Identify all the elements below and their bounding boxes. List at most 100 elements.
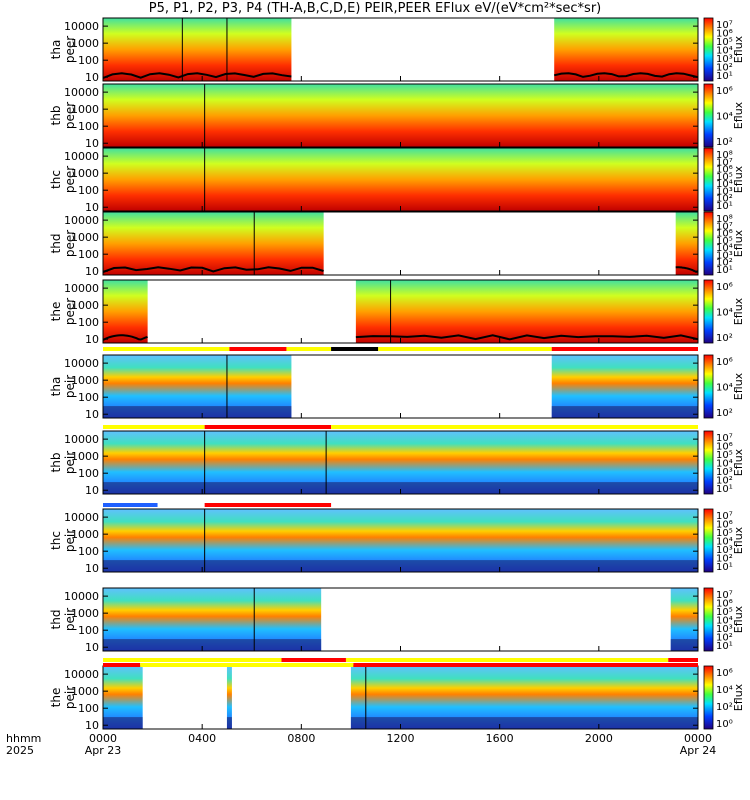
colorbar-tick-label: 10¹ [716,641,733,652]
y-tick-label: 10 [85,484,99,497]
y-tick-label: 10000 [64,86,99,99]
colorbar-label: Eflux [732,526,745,554]
colorbar-tick-label: 10⁵ [716,528,733,539]
colorbar-label: Eflux [732,35,745,63]
x-date-label: Apr 24 [680,744,717,757]
data-segment [226,666,232,729]
x-row-label: 2025 [6,744,34,757]
y-axis-label: thc [49,170,63,189]
y-tick-label: 10000 [64,668,99,681]
colorbar [703,430,714,495]
colorbar [703,665,714,730]
plot-title: P5, P1, P2, P3, P4 (TH-A,B,C,D,E) PEIR,P… [148,1,602,16]
y-tick-label: 100 [78,391,99,404]
y-axis-label: peer [63,102,77,129]
y-axis-label: thb [49,453,63,473]
mode-bar-segment [378,347,552,351]
colorbar-label: Eflux [732,297,745,325]
colorbar [703,587,714,652]
mode-bar-segment [331,347,379,351]
colorbar-tick-label: 10⁴ [716,46,733,57]
y-tick-label: 1000 [71,450,99,463]
y-tick-label: 1000 [71,607,99,620]
colorbar-tick-label: 10⁴ [716,308,733,319]
data-segment [355,280,698,343]
colorbar-tick-label: 10⁴ [716,243,733,254]
mode-bar-segment [204,503,332,507]
mode-bar-segment [103,425,205,429]
colorbar-tick-label: 10⁴ [716,383,733,394]
x-row-label: hhmm [6,732,41,745]
y-axis-label: peir [63,608,77,631]
low-energy-band [103,406,292,418]
low-energy-band [103,717,143,729]
colorbar-tick-label: 10² [716,137,733,148]
colorbar-label: Eflux [732,229,745,257]
y-tick-label: 10000 [64,357,99,370]
mode-bar-segment [103,347,230,351]
y-tick-label: 10 [85,333,99,346]
y-tick-label: 1000 [71,299,99,312]
mode-bar-segment [668,658,698,662]
y-tick-label: 100 [78,545,99,558]
y-tick-label: 100 [78,248,99,261]
colorbar-tick-label: 10⁴ [716,112,733,123]
y-axis-label: peir [63,451,77,474]
colorbar-tick-label: 10⁶ [716,29,733,40]
x-tick-label: 2000 [585,732,613,745]
colorbar-tick-label: 10² [716,408,733,419]
colorbar [703,17,714,82]
colorbar-tick-label: 10⁷ [716,590,733,601]
low-energy-band [103,639,322,651]
colorbar-tick-label: 10⁴ [716,179,733,190]
colorbar [703,279,714,344]
y-axis-label: peer [63,230,77,257]
x-tick-label: 1200 [387,732,415,745]
y-tick-label: 100 [78,184,99,197]
y-tick-label: 10 [85,719,99,732]
y-tick-label: 1000 [71,103,99,116]
colorbar-label: Eflux [732,683,745,711]
colorbar-tick-label: 10⁷ [716,511,733,522]
y-tick-label: 10000 [64,150,99,163]
y-axis-label: tha [49,40,63,60]
colorbar-tick-label: 10⁶ [716,282,733,293]
y-tick-label: 1000 [71,374,99,387]
y-tick-label: 10 [85,408,99,421]
colorbar-tick-label: 10⁴ [716,459,733,470]
colorbar-tick-label: 10⁷ [716,20,733,31]
colorbar [703,211,714,276]
colorbar-tick-label: 10¹ [716,562,733,573]
low-energy-band [350,717,698,729]
data-segment [103,18,292,81]
colorbar-tick-label: 10⁰ [716,719,733,730]
colorbar-tick-label: 10² [716,554,733,565]
y-tick-label: 10 [85,562,99,575]
mode-bar-segment [331,425,698,429]
colorbar-tick-label: 10² [716,258,733,269]
colorbar-tick-label: 10¹ [716,265,733,276]
y-tick-label: 1000 [71,167,99,180]
colorbar-tick-label: 10⁵ [716,236,733,247]
mode-bar-segment [103,663,141,667]
colorbar [703,147,714,212]
y-tick-label: 10000 [64,590,99,603]
y-tick-label: 100 [78,624,99,637]
colorbar-tick-label: 10² [716,633,733,644]
colorbar [703,508,714,573]
colorbar-tick-label: 10² [716,476,733,487]
y-axis-label: the [49,688,63,708]
colorbar [703,354,714,419]
y-axis-label: the [49,302,63,322]
y-tick-label: 100 [78,467,99,480]
colorbar-tick-label: 10⁶ [716,165,733,176]
y-axis-label: peir [63,529,77,552]
colorbar-tick-label: 10³ [716,624,733,635]
